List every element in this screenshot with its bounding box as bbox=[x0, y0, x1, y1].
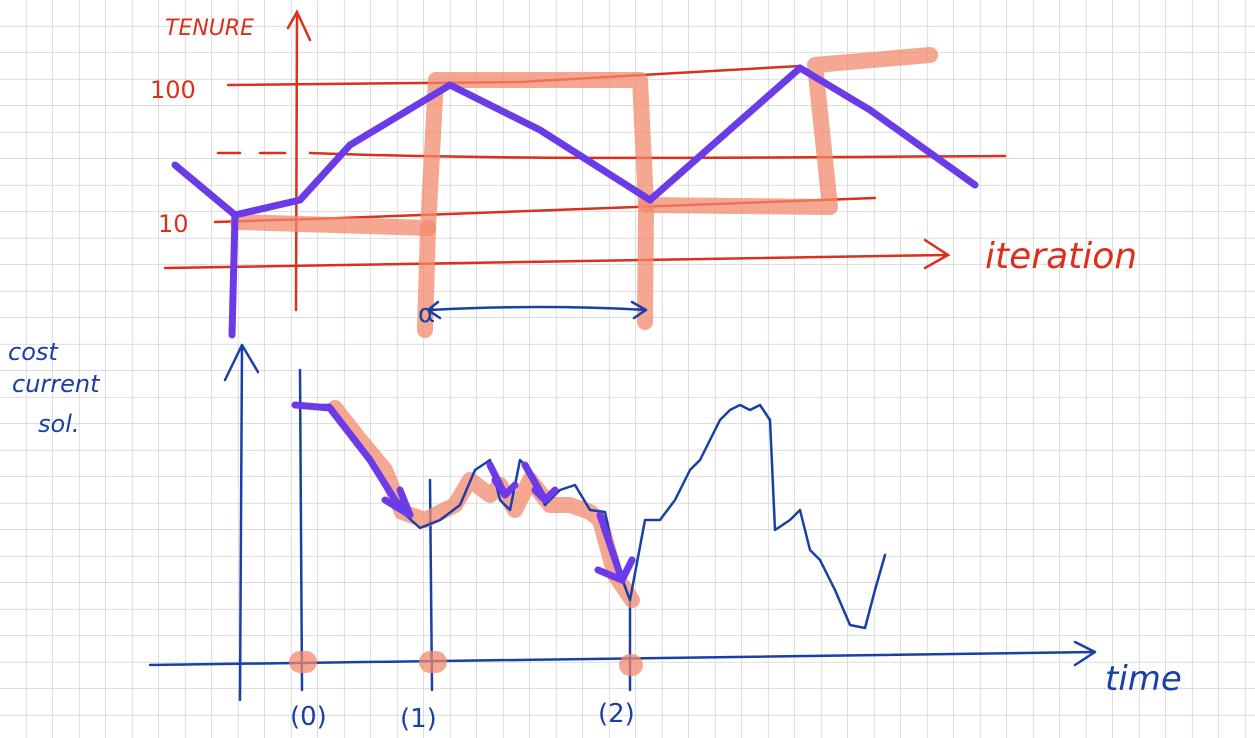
x-label: time bbox=[1105, 659, 1182, 699]
marker-label: (1) bbox=[400, 704, 437, 734]
marker-label: (0) bbox=[290, 702, 327, 732]
x-label: iteration bbox=[985, 236, 1137, 277]
grid-paper bbox=[0, 0, 1255, 738]
marker-label: (2) bbox=[598, 699, 635, 729]
y-label: TENURE bbox=[165, 16, 254, 41]
interval-label: α bbox=[418, 299, 435, 329]
sketch: TENURE 100 10 iteration α cost current s… bbox=[0, 0, 1255, 738]
tick-label: 10 bbox=[158, 210, 189, 238]
tick-label: 100 bbox=[150, 76, 196, 104]
link bbox=[232, 215, 235, 335]
